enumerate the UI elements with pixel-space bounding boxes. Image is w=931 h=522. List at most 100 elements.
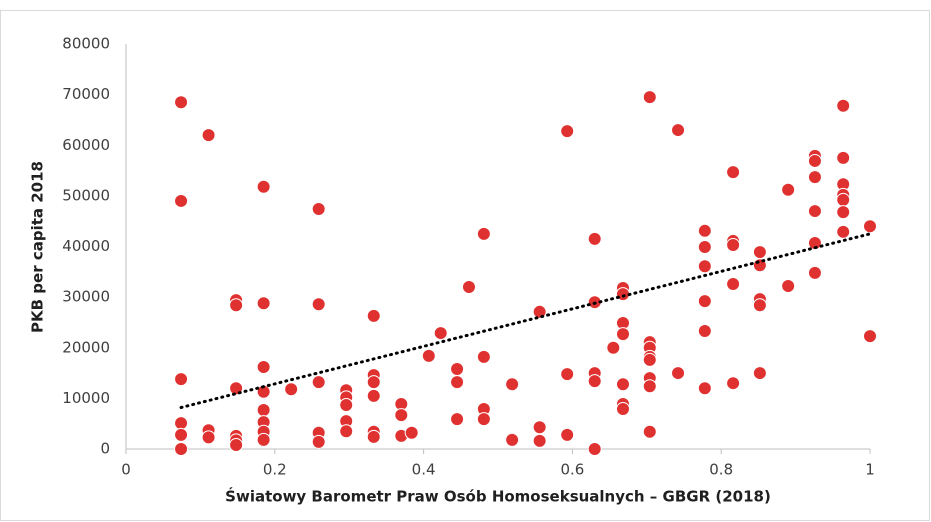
- point: [461, 280, 476, 294]
- point: [421, 348, 436, 363]
- point: [174, 442, 189, 456]
- point: [726, 165, 741, 180]
- point: [284, 382, 299, 397]
- point: [476, 226, 491, 241]
- point: [697, 240, 712, 255]
- point: [311, 375, 326, 390]
- point: [697, 294, 712, 309]
- point: [256, 359, 271, 374]
- point: [450, 412, 465, 427]
- point: [697, 381, 712, 396]
- point: [256, 432, 271, 447]
- point: [404, 425, 419, 440]
- point: [807, 204, 822, 219]
- point: [532, 433, 547, 448]
- point: [201, 128, 216, 143]
- point: [229, 298, 244, 313]
- point: [836, 150, 851, 165]
- y-tick-label: 80000: [62, 35, 110, 53]
- point: [394, 408, 409, 423]
- point: [642, 379, 657, 394]
- y-tick-label: 50000: [62, 186, 110, 204]
- point: [807, 170, 822, 185]
- y-tick-label: 30000: [62, 288, 110, 306]
- point: [450, 375, 465, 390]
- point: [615, 377, 630, 392]
- point: [863, 329, 877, 344]
- point: [807, 265, 822, 280]
- point: [560, 367, 575, 382]
- point: [697, 223, 712, 238]
- point: [836, 224, 851, 239]
- point: [366, 429, 381, 444]
- point: [174, 427, 189, 442]
- y-tick-label: 40000: [62, 237, 110, 255]
- point: [311, 297, 326, 312]
- point: [863, 219, 877, 234]
- point: [836, 98, 851, 113]
- x-tick-label: 0.4: [412, 461, 436, 479]
- point: [587, 442, 602, 456]
- point: [450, 362, 465, 377]
- point: [256, 179, 271, 194]
- y-tick-label: 0: [100, 440, 110, 458]
- y-tick-label: 70000: [62, 85, 110, 103]
- point: [201, 430, 216, 445]
- point: [697, 324, 712, 339]
- point: [174, 416, 189, 431]
- point: [476, 412, 491, 427]
- x-tick-label: 1: [865, 461, 875, 479]
- point: [256, 296, 271, 311]
- point: [366, 375, 381, 390]
- point: [587, 374, 602, 389]
- point: [311, 434, 326, 449]
- point: [642, 352, 657, 367]
- y-tick-label: 10000: [62, 389, 110, 407]
- point: [615, 402, 630, 417]
- point: [752, 245, 767, 260]
- y-tick-label: 20000: [62, 338, 110, 356]
- point: [807, 235, 822, 250]
- point: [836, 205, 851, 220]
- chart-frame: [0, 10, 930, 521]
- y-axis-title: PKB per capita 2018: [29, 161, 47, 333]
- point: [174, 193, 189, 208]
- point: [339, 424, 354, 439]
- point: [726, 376, 741, 391]
- point: [587, 231, 602, 246]
- point: [366, 388, 381, 403]
- point: [752, 366, 767, 381]
- point: [606, 340, 621, 355]
- point: [807, 153, 822, 168]
- point: [505, 377, 520, 392]
- x-tick-label: 0.8: [709, 461, 733, 479]
- point: [642, 424, 657, 439]
- point: [433, 326, 448, 341]
- point: [752, 298, 767, 313]
- point: [781, 278, 796, 293]
- point: [726, 237, 741, 252]
- point: [174, 372, 189, 387]
- point: [560, 427, 575, 442]
- point: [366, 308, 381, 323]
- point: [726, 276, 741, 291]
- x-tick-label: 0.6: [560, 461, 584, 479]
- point: [642, 90, 657, 105]
- point: [532, 420, 547, 435]
- point: [697, 259, 712, 274]
- point: [229, 437, 244, 452]
- point: [476, 349, 491, 364]
- point: [836, 192, 851, 207]
- point: [560, 124, 575, 139]
- x-tick-label: 0.2: [263, 461, 287, 479]
- point: [671, 366, 686, 381]
- point: [615, 327, 630, 342]
- point: [311, 202, 326, 217]
- point: [505, 432, 520, 447]
- point: [671, 123, 686, 138]
- point: [256, 403, 271, 418]
- y-tick-label: 60000: [62, 136, 110, 154]
- trendline: [179, 232, 872, 409]
- point: [339, 397, 354, 412]
